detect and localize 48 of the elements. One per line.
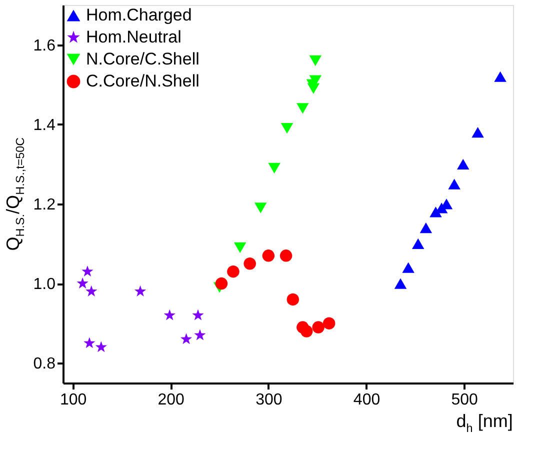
point bbox=[244, 258, 256, 270]
point bbox=[82, 265, 94, 277]
point bbox=[412, 238, 424, 250]
y-tick-label: 1.4 bbox=[33, 116, 56, 134]
legend-label: Hom.Charged bbox=[86, 6, 192, 24]
point bbox=[494, 71, 506, 82]
point bbox=[456, 158, 470, 170]
point bbox=[448, 178, 460, 190]
point bbox=[180, 333, 192, 344]
point bbox=[227, 265, 240, 278]
point bbox=[402, 262, 414, 273]
y-tick-label: 1.6 bbox=[33, 37, 56, 54]
x-tick-label: 400 bbox=[353, 392, 380, 408]
legend-label: C.Core/N.Shell bbox=[86, 72, 200, 90]
point bbox=[95, 341, 107, 352]
point bbox=[322, 317, 336, 330]
point bbox=[394, 278, 407, 289]
point bbox=[472, 127, 484, 138]
y-axis-title: QH.S./QH.S.,t=50C bbox=[3, 137, 27, 251]
point bbox=[286, 293, 300, 306]
legend-label: Hom.Neutral bbox=[86, 28, 182, 46]
point bbox=[280, 250, 292, 262]
y-tick-label: 1.0 bbox=[33, 276, 56, 294]
x-tick-label: 100 bbox=[60, 392, 87, 408]
point bbox=[215, 277, 228, 290]
x-tick-label: 500 bbox=[451, 392, 478, 408]
point bbox=[280, 123, 294, 134]
point bbox=[234, 242, 246, 254]
point bbox=[254, 202, 267, 214]
point bbox=[192, 309, 204, 320]
point bbox=[164, 309, 176, 320]
point bbox=[86, 285, 98, 296]
point bbox=[134, 285, 146, 296]
point bbox=[300, 325, 313, 338]
point bbox=[268, 162, 280, 174]
y-tick-label: 0.8 bbox=[33, 356, 56, 373]
x-tick-label: 300 bbox=[256, 392, 282, 408]
point bbox=[262, 250, 275, 262]
point bbox=[312, 321, 324, 334]
point bbox=[194, 329, 206, 340]
x-tick-label: 200 bbox=[158, 392, 185, 408]
point bbox=[309, 55, 322, 66]
legend-label: N.Core/C.Shell bbox=[86, 50, 200, 68]
y-tick-label: 1.2 bbox=[33, 196, 56, 214]
point bbox=[76, 277, 88, 288]
point bbox=[84, 337, 96, 348]
point bbox=[296, 103, 309, 114]
point bbox=[420, 222, 432, 234]
